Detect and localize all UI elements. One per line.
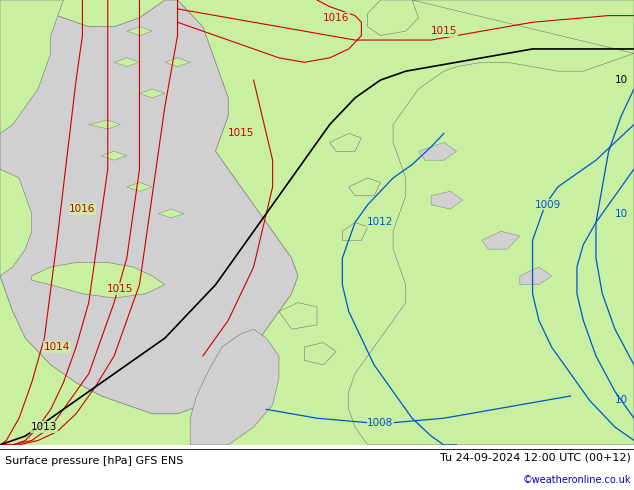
- Polygon shape: [368, 0, 418, 36]
- Polygon shape: [279, 302, 317, 329]
- Polygon shape: [158, 209, 184, 218]
- Polygon shape: [431, 191, 463, 209]
- Polygon shape: [342, 222, 368, 240]
- Text: 10: 10: [614, 395, 628, 405]
- Polygon shape: [0, 169, 32, 276]
- Polygon shape: [304, 343, 336, 365]
- Text: 10: 10: [614, 75, 628, 85]
- Polygon shape: [127, 182, 152, 191]
- Text: 1016: 1016: [69, 204, 96, 214]
- Text: 1014: 1014: [44, 342, 70, 352]
- Text: ©weatheronline.co.uk: ©weatheronline.co.uk: [522, 475, 631, 485]
- Polygon shape: [89, 120, 120, 129]
- Polygon shape: [190, 329, 279, 445]
- Text: 10: 10: [614, 209, 628, 219]
- Polygon shape: [127, 26, 152, 36]
- Text: 1015: 1015: [430, 26, 457, 36]
- Text: Tu 24-09-2024 12:00 UTC (00+12): Tu 24-09-2024 12:00 UTC (00+12): [440, 453, 631, 463]
- Polygon shape: [101, 151, 127, 160]
- Polygon shape: [139, 89, 165, 98]
- Polygon shape: [114, 58, 139, 67]
- Polygon shape: [330, 133, 361, 151]
- Polygon shape: [0, 0, 298, 414]
- Text: 1009: 1009: [535, 199, 562, 210]
- Text: 1012: 1012: [367, 218, 394, 227]
- Polygon shape: [0, 0, 63, 133]
- Polygon shape: [165, 58, 190, 67]
- Polygon shape: [482, 231, 520, 249]
- Polygon shape: [32, 263, 165, 298]
- Polygon shape: [520, 267, 552, 285]
- Polygon shape: [418, 143, 456, 160]
- Text: 1013: 1013: [31, 422, 58, 432]
- Text: 1015: 1015: [228, 128, 254, 139]
- Text: 1008: 1008: [367, 417, 394, 428]
- Text: 1016: 1016: [323, 13, 349, 23]
- Text: Surface pressure [hPa] GFS ENS: Surface pressure [hPa] GFS ENS: [5, 456, 183, 466]
- Polygon shape: [349, 178, 380, 196]
- Text: 1015: 1015: [107, 284, 134, 294]
- Polygon shape: [349, 0, 634, 445]
